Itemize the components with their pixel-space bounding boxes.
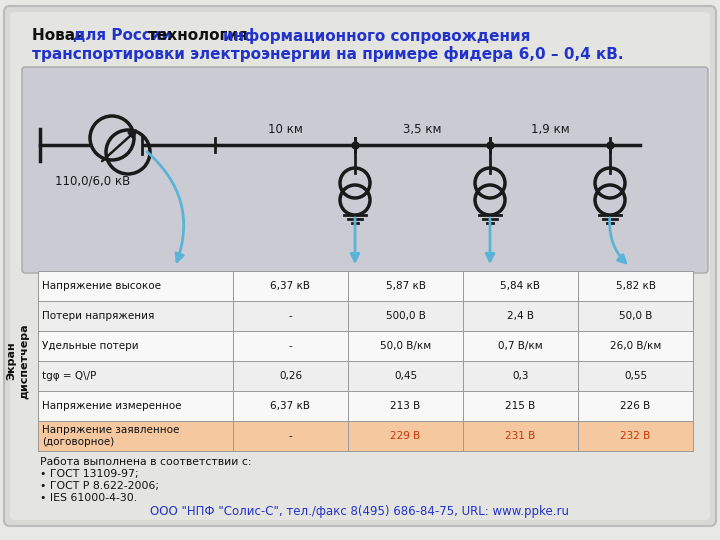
Text: Напряжение высокое: Напряжение высокое xyxy=(42,281,161,291)
Text: 6,37 кВ: 6,37 кВ xyxy=(271,401,310,411)
Bar xyxy=(38,421,693,451)
Text: 110,0/6,0 кВ: 110,0/6,0 кВ xyxy=(55,175,130,188)
Text: 1,9 км: 1,9 км xyxy=(531,123,570,136)
FancyArrowPatch shape xyxy=(610,218,626,263)
Text: Новая: Новая xyxy=(32,28,90,43)
Bar xyxy=(38,301,693,331)
Text: 5,84 кВ: 5,84 кВ xyxy=(500,281,541,291)
Text: 232 В: 232 В xyxy=(621,431,651,441)
Text: 229 В: 229 В xyxy=(390,431,420,441)
Bar xyxy=(38,361,693,391)
Text: 0,45: 0,45 xyxy=(394,371,417,381)
Text: 0,55: 0,55 xyxy=(624,371,647,381)
Text: • ГОСТ 13109-97;: • ГОСТ 13109-97; xyxy=(40,469,138,479)
Text: 215 В: 215 В xyxy=(505,401,536,411)
Text: информационного сопровождения: информационного сопровождения xyxy=(223,28,531,44)
Bar xyxy=(38,331,693,361)
Text: 5,87 кВ: 5,87 кВ xyxy=(385,281,426,291)
Bar xyxy=(38,391,693,421)
Text: -: - xyxy=(289,311,292,321)
Text: для России: для России xyxy=(73,28,177,43)
Text: • IES 61000-4-30.: • IES 61000-4-30. xyxy=(40,493,137,503)
Text: -: - xyxy=(289,431,292,441)
Text: • ГОСТ Р 8.622-2006;: • ГОСТ Р 8.622-2006; xyxy=(40,481,159,491)
Text: 10 км: 10 км xyxy=(268,123,302,136)
Bar xyxy=(38,271,693,301)
Text: Экран
диспетчера: Экран диспетчера xyxy=(6,323,30,399)
Text: -: - xyxy=(289,341,292,351)
Text: ООО "НПФ "Солис-С", тел./факс 8(495) 686-84-75, URL: www.ppke.ru: ООО "НПФ "Солис-С", тел./факс 8(495) 686… xyxy=(150,505,570,518)
Text: 226 В: 226 В xyxy=(621,401,651,411)
Text: 2,4 В: 2,4 В xyxy=(507,311,534,321)
FancyArrowPatch shape xyxy=(147,152,184,261)
Text: 0,26: 0,26 xyxy=(279,371,302,381)
Text: 26,0 В/км: 26,0 В/км xyxy=(610,341,661,351)
FancyBboxPatch shape xyxy=(4,6,716,526)
Text: Напряжение заявленное
(договорное): Напряжение заявленное (договорное) xyxy=(42,425,179,447)
Text: Работа выполнена в соответствии с:: Работа выполнена в соответствии с: xyxy=(40,457,251,467)
Text: Напряжение измеренное: Напряжение измеренное xyxy=(42,401,181,411)
Text: транспортировки электроэнергии на примере фидера 6,0 – 0,4 кВ.: транспортировки электроэнергии на пример… xyxy=(32,46,624,62)
Text: 0,7 В/км: 0,7 В/км xyxy=(498,341,543,351)
Text: 213 В: 213 В xyxy=(390,401,420,411)
Text: tgφ = Q\/P: tgφ = Q\/P xyxy=(42,371,96,381)
Text: 6,37 кВ: 6,37 кВ xyxy=(271,281,310,291)
FancyArrowPatch shape xyxy=(351,218,359,261)
Text: 50,0 В: 50,0 В xyxy=(618,311,652,321)
FancyBboxPatch shape xyxy=(22,67,708,273)
FancyArrowPatch shape xyxy=(486,218,494,261)
Text: Потери напряжения: Потери напряжения xyxy=(42,311,154,321)
Text: 500,0 В: 500,0 В xyxy=(386,311,426,321)
Text: 5,82 кВ: 5,82 кВ xyxy=(616,281,655,291)
Text: 50,0 В/км: 50,0 В/км xyxy=(380,341,431,351)
Text: Удельные потери: Удельные потери xyxy=(42,341,139,351)
Text: 0,3: 0,3 xyxy=(512,371,528,381)
Text: 3,5 км: 3,5 км xyxy=(402,123,441,136)
Text: технология: технология xyxy=(148,28,253,43)
FancyBboxPatch shape xyxy=(10,12,710,520)
Text: 231 В: 231 В xyxy=(505,431,536,441)
